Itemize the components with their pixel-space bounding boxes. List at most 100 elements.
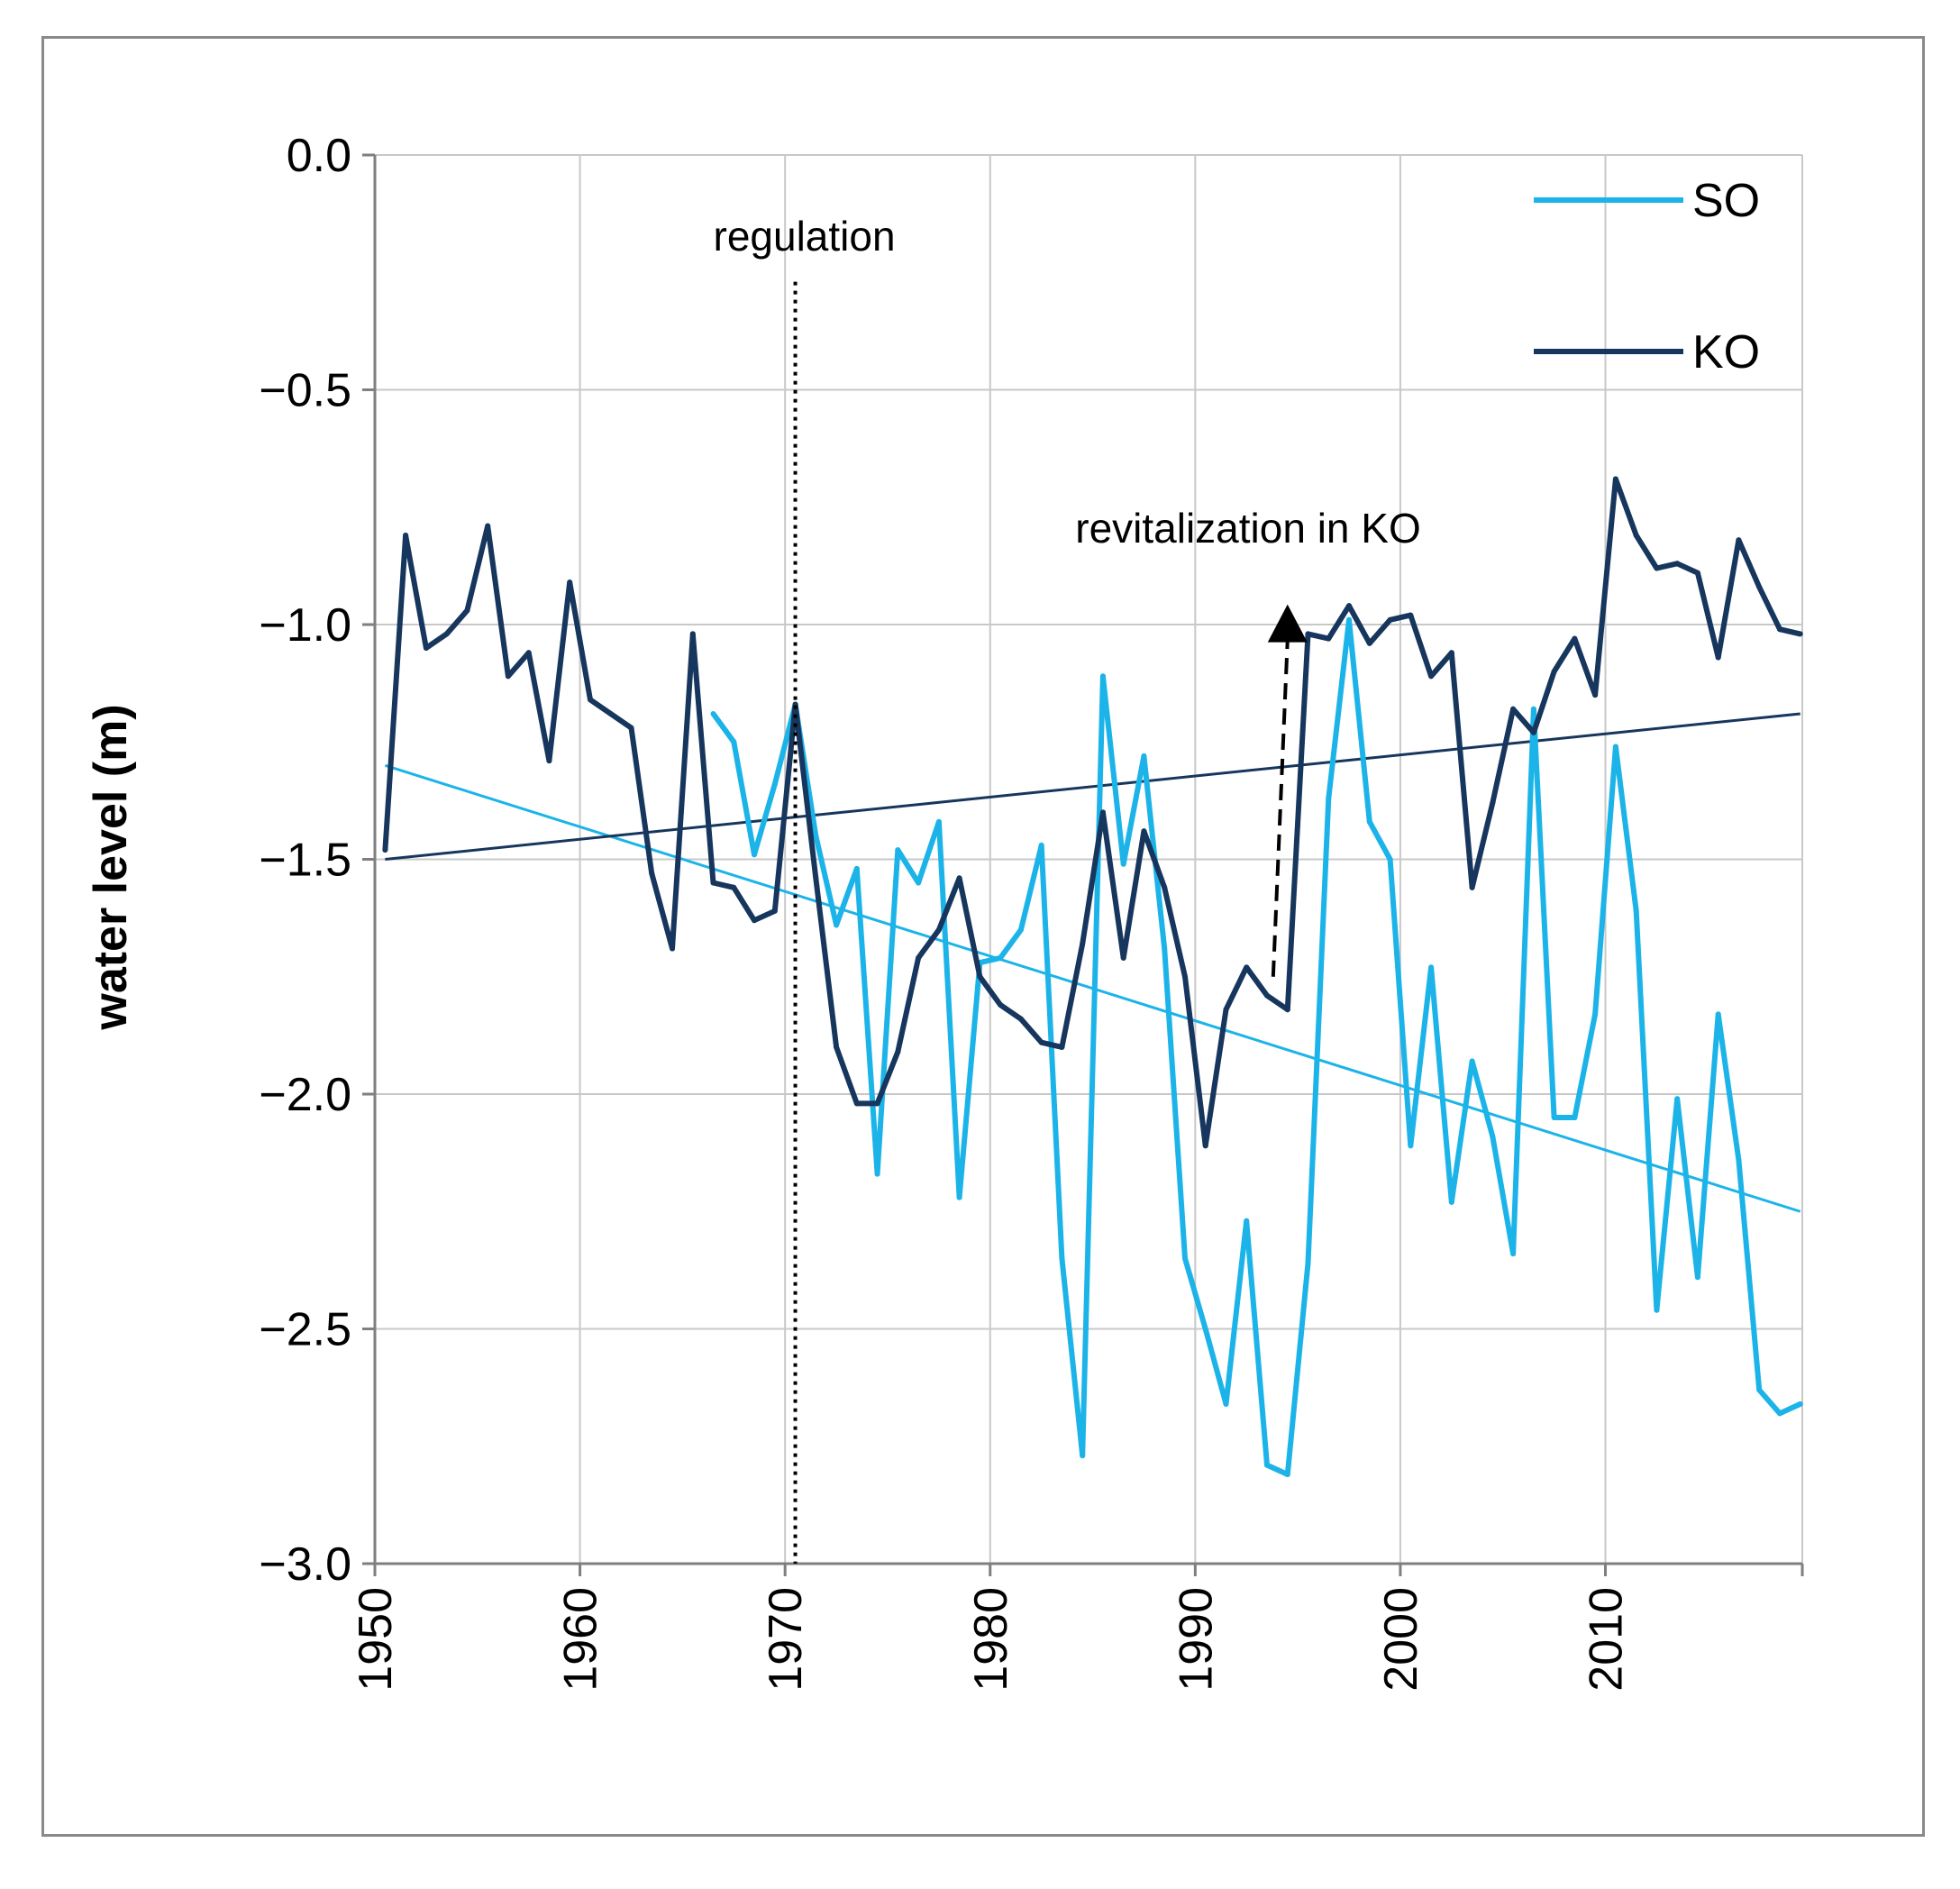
- ko-data-point: [607, 710, 614, 716]
- ko-data-point: [1305, 631, 1311, 637]
- ko-data-point: [1202, 1143, 1208, 1149]
- figure-frame: [41, 36, 1925, 1837]
- ko-data-point: [1694, 570, 1700, 576]
- so-data-point: [1448, 1199, 1454, 1205]
- ko-data-point: [1264, 992, 1270, 999]
- so-data-point: [1572, 1115, 1578, 1121]
- so-data-point: [1366, 818, 1372, 825]
- ko-data-point: [1120, 954, 1126, 961]
- so-data-point: [1326, 795, 1332, 801]
- so-data-point: [1469, 1058, 1475, 1064]
- ko-data-point: [1059, 1044, 1065, 1050]
- so-data-point: [1059, 1255, 1065, 1262]
- annotations: regulation revitalization in KO: [714, 213, 1421, 1564]
- so-data-point: [916, 880, 922, 886]
- so-data-point: [1346, 616, 1353, 623]
- ko-data-point: [1612, 476, 1618, 482]
- ko-data-point: [1654, 565, 1660, 571]
- ko-data-point: [1756, 584, 1763, 590]
- ko-data-point: [505, 673, 511, 680]
- ko-data-point: [731, 884, 737, 890]
- ko-data-point: [1366, 640, 1372, 646]
- ko-data-point: [464, 607, 470, 614]
- ko-series-line: [382, 476, 1801, 1149]
- so-data-point: [956, 1194, 962, 1200]
- y-tick-label: −0.5: [259, 365, 351, 417]
- so-data-point: [813, 833, 819, 839]
- ko-data-point: [1284, 1007, 1290, 1013]
- ko-data-point: [1428, 673, 1435, 680]
- ko-data-point: [1326, 635, 1332, 642]
- so-data-point: [771, 781, 778, 788]
- ko-data-point: [1141, 828, 1147, 835]
- ko-data-point: [689, 631, 696, 637]
- ko-data-point: [1080, 941, 1086, 947]
- ko-data-point: [1633, 533, 1639, 539]
- ko-data-point: [546, 758, 552, 764]
- ko-data-point: [567, 579, 573, 586]
- so-data-point: [1387, 856, 1393, 862]
- revitalization-arrow-line: [1271, 640, 1290, 977]
- so-data-point: [874, 1171, 880, 1177]
- ko-data-point: [587, 697, 593, 703]
- so-data-point: [1756, 1387, 1763, 1393]
- so-data-point: [1017, 926, 1024, 933]
- revitalization-label: revitalization in KO: [1075, 505, 1421, 552]
- ko-data-point: [977, 973, 983, 980]
- so-data-point: [1408, 1143, 1414, 1149]
- so-data-point: [1141, 753, 1147, 759]
- y-tick-label: −2.5: [259, 1304, 351, 1356]
- so-data-point: [1592, 1011, 1599, 1018]
- ko-data-point: [874, 1100, 880, 1107]
- axes: [362, 153, 1804, 1576]
- ko-data-point: [895, 1049, 901, 1055]
- so-data-point: [1428, 964, 1435, 971]
- y-axis-label: water level (m): [85, 704, 137, 1030]
- ko-data-point: [1715, 654, 1721, 661]
- so-data-point: [834, 922, 840, 928]
- ko-data-points: [382, 476, 1803, 1149]
- ko-data-point: [1674, 561, 1681, 567]
- ko-data-point: [1244, 964, 1250, 971]
- ko-data-point: [628, 725, 634, 731]
- ko-data-point: [1387, 616, 1393, 623]
- so-data-point: [1038, 842, 1044, 848]
- so-data-point: [1797, 1401, 1803, 1407]
- x-tick-label: 1960: [555, 1587, 607, 1692]
- grid-lines: [375, 154, 1803, 1565]
- ko-data-point: [1017, 1016, 1024, 1022]
- ko-data-point: [1162, 884, 1168, 890]
- y-tick-label: 0.0: [287, 130, 351, 182]
- so-data-point: [1244, 1218, 1250, 1224]
- so-series-line: [711, 616, 1801, 1477]
- so-data-point: [895, 847, 901, 853]
- ko-data-point: [423, 645, 429, 652]
- ko-data-point: [1448, 650, 1454, 656]
- ko-data-point: [1346, 603, 1353, 609]
- so-legend-label: SO: [1692, 175, 1760, 227]
- so-data-point: [1305, 1260, 1311, 1266]
- x-tick-label: 1970: [760, 1587, 812, 1692]
- legend: SO KO: [1534, 175, 1760, 379]
- y-tick-label: −1.5: [259, 835, 351, 887]
- ko-data-point: [1038, 1039, 1044, 1045]
- y-tick-label: −2.0: [259, 1069, 351, 1121]
- ko-data-point: [813, 875, 819, 881]
- so-data-point: [1530, 706, 1536, 712]
- x-tick-label: 1950: [350, 1587, 402, 1692]
- ko-data-point: [1510, 706, 1517, 712]
- x-tick-label: 2010: [1581, 1587, 1633, 1692]
- ko-data-point: [1490, 799, 1496, 806]
- so-data-point: [752, 852, 758, 858]
- regulation-label: regulation: [714, 213, 896, 260]
- ko-data-point: [443, 631, 450, 637]
- ko-data-point: [710, 880, 716, 886]
- ko-data-point: [1408, 612, 1414, 618]
- y-tick-labels: 0.0 −0.5 −1.0 −1.5 −2.0 −2.5 −3.0: [259, 130, 351, 1591]
- so-data-point: [710, 710, 716, 716]
- ko-data-point: [935, 926, 942, 933]
- series-lines: [382, 476, 1803, 1478]
- so-data-point: [1080, 1453, 1086, 1459]
- ko-data-point: [956, 875, 962, 881]
- ko-data-point: [485, 523, 491, 529]
